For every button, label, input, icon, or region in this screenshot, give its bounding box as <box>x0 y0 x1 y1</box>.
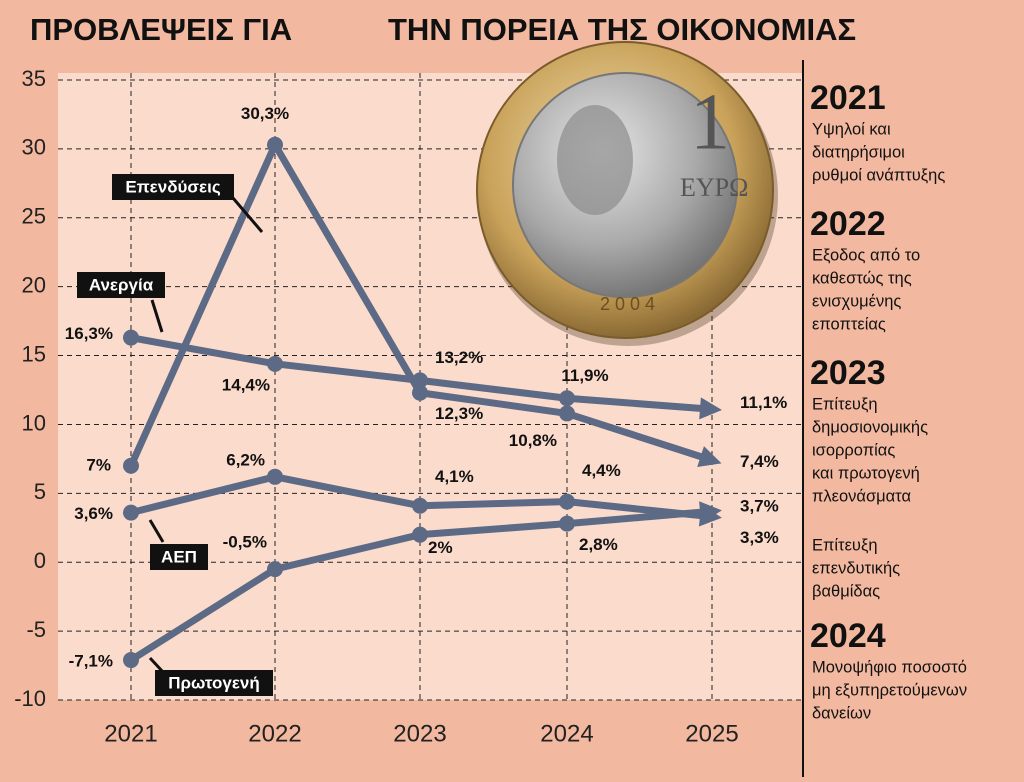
point-marker <box>267 468 283 485</box>
y-tick-label: 15 <box>22 341 46 366</box>
point-marker <box>267 561 283 578</box>
sidebar-text: βαθμίδας <box>812 582 880 600</box>
leader-line <box>148 519 165 543</box>
sidebar-text: ισορροπίας <box>812 441 895 459</box>
sidebar-text: ενισχυμένης <box>812 292 901 310</box>
value-label: 2,8% <box>579 535 618 554</box>
sidebar-text: μη εξυπηρετούμενων <box>812 681 967 699</box>
point-marker <box>559 493 575 510</box>
point-marker <box>123 457 139 474</box>
value-label: 3,6% <box>74 504 113 523</box>
x-tick-label: 2025 <box>685 720 738 747</box>
sidebar-year: 2023 <box>810 354 886 392</box>
sidebar-text: επενδυτικής <box>812 559 900 577</box>
y-tick-label: 20 <box>22 272 46 297</box>
value-label: 14,4% <box>222 375 270 394</box>
coin-image: 1 ΕΥΡΩ 2 0 0 4 <box>476 41 778 346</box>
y-tick-label: -10 <box>14 686 46 711</box>
series-tag <box>155 670 273 696</box>
value-label: 4,1% <box>435 467 474 486</box>
value-label: 12,3% <box>435 404 483 423</box>
leader-line <box>150 299 164 333</box>
x-tick-label: 2021 <box>104 720 157 747</box>
point-marker <box>412 526 428 543</box>
value-label: 11,1% <box>740 393 787 412</box>
y-tick-label: 10 <box>22 410 46 435</box>
y-tick-label: 0 <box>34 548 46 573</box>
svg-text:ΕΥΡΩ: ΕΥΡΩ <box>680 173 748 202</box>
value-label: -0,5% <box>223 533 267 552</box>
sidebar-text: δημοσιονομικής <box>812 418 928 436</box>
sidebar-text: καθεστώς της <box>812 269 912 287</box>
arrow-head <box>697 446 722 468</box>
sidebar-year: 2021 <box>810 79 886 117</box>
sidebar-text: και πρωτογενή <box>812 464 920 482</box>
chart-title: ΠΡΟΒΛΕΨΕΙΣ ΓΙΑ <box>30 12 292 47</box>
sidebar-text: Επίτευξη <box>812 395 878 413</box>
point-marker <box>123 504 139 521</box>
sidebar-text: πλεονάσματα <box>812 487 911 505</box>
legend-label: ΑΕΠ <box>161 547 197 566</box>
value-label: 7,4% <box>740 452 779 471</box>
svg-text:2 0 0 4: 2 0 0 4 <box>600 294 655 314</box>
sidebar-text: Επίτευξη <box>812 536 878 554</box>
point-marker <box>267 355 283 372</box>
point-marker <box>412 372 428 389</box>
point-marker <box>412 497 428 514</box>
point-marker <box>267 136 283 153</box>
value-label: 16,3% <box>65 324 113 343</box>
sidebar-text: ρυθμοί ανάπτυξης <box>812 166 945 184</box>
x-tick-label: 2024 <box>540 720 593 747</box>
value-label: 13,2% <box>435 348 483 367</box>
value-label: -7,1% <box>69 652 113 671</box>
value-label: 30,3% <box>241 104 289 123</box>
svg-text:1: 1 <box>690 78 730 166</box>
legend-label: Επενδύσεις <box>125 177 221 196</box>
sidebar-text: διατηρήσιμοι <box>812 143 905 161</box>
value-label: 7% <box>86 455 111 474</box>
value-label: 11,9% <box>561 366 608 385</box>
point-marker <box>123 329 139 346</box>
sidebar-year: 2024 <box>810 617 886 655</box>
value-label: 6,2% <box>226 450 265 469</box>
sidebar-text: Υψηλοί και <box>812 120 891 138</box>
point-marker <box>559 515 575 532</box>
sidebar-text: δανείων <box>812 704 871 722</box>
value-label: 2% <box>428 538 453 557</box>
legend-label: Ανεργία <box>89 275 154 294</box>
sidebar-text: Εξοδος από το <box>812 246 920 264</box>
leader-line <box>148 656 165 674</box>
point-marker <box>123 652 139 669</box>
legend-label: Πρωτογενή <box>168 673 260 692</box>
value-label: 4,4% <box>582 461 621 480</box>
y-tick-label: -5 <box>26 617 46 642</box>
leader-line <box>231 197 264 233</box>
value-label: 3,3% <box>740 528 779 547</box>
series-tag <box>112 174 234 200</box>
sidebar-year: 2022 <box>810 205 886 243</box>
series-tag <box>150 544 208 570</box>
x-tick-label: 2022 <box>248 720 301 747</box>
y-tick-label: 5 <box>34 479 46 504</box>
sidebar-text: εποπτείας <box>812 315 886 333</box>
point-marker <box>559 390 575 407</box>
point-marker <box>412 384 428 401</box>
arrow-head <box>699 397 722 420</box>
y-tick-label: 25 <box>22 204 46 229</box>
x-tick-label: 2023 <box>393 720 446 747</box>
value-label: 3,7% <box>740 497 779 516</box>
sidebar-text: Μονοψήφιο ποσοστό <box>812 658 967 676</box>
value-label: 10,8% <box>509 431 557 450</box>
point-marker <box>559 405 575 422</box>
y-tick-label: 35 <box>22 66 46 91</box>
arrow-head <box>699 501 722 524</box>
series-tag <box>77 272 165 298</box>
y-tick-label: 30 <box>22 135 46 160</box>
